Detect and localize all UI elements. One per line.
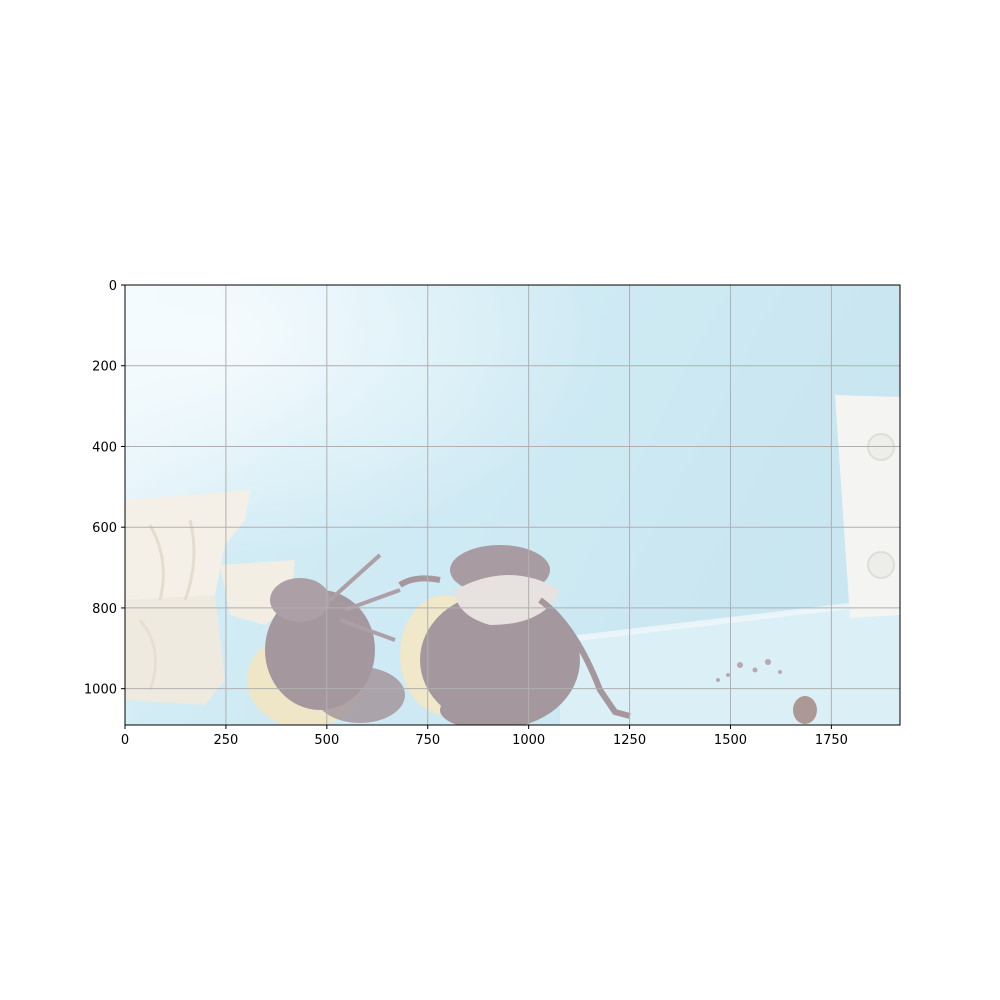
- x-tick-label: 750: [415, 733, 440, 748]
- x-axis: 0 250 500 750 1000 1250 1500 1750: [121, 725, 848, 748]
- x-tick-label: 1000: [512, 733, 545, 748]
- x-tick-label: 0: [121, 733, 129, 748]
- x-tick-label: 1500: [714, 733, 747, 748]
- y-tick-label: 400: [92, 440, 117, 455]
- y-tick-label: 800: [92, 602, 117, 617]
- x-tick-label: 500: [314, 733, 339, 748]
- y-axis: 0 200 400 600 800 1000: [84, 279, 125, 698]
- x-tick-label: 1750: [815, 733, 848, 748]
- axes-frame: [124, 284, 901, 726]
- wood-shavings: [125, 490, 295, 705]
- debris: [716, 659, 817, 724]
- photo-image: [125, 285, 900, 725]
- y-tick-label: 600: [92, 521, 117, 536]
- y-tick-label: 0: [109, 279, 117, 294]
- y-tick-label: 200: [92, 360, 117, 375]
- x-tick-label: 250: [213, 733, 238, 748]
- plastic-bracket: [835, 395, 900, 618]
- bee-left: [247, 553, 405, 725]
- y-tick-label: 1000: [84, 683, 117, 698]
- x-tick-label: 1250: [613, 733, 646, 748]
